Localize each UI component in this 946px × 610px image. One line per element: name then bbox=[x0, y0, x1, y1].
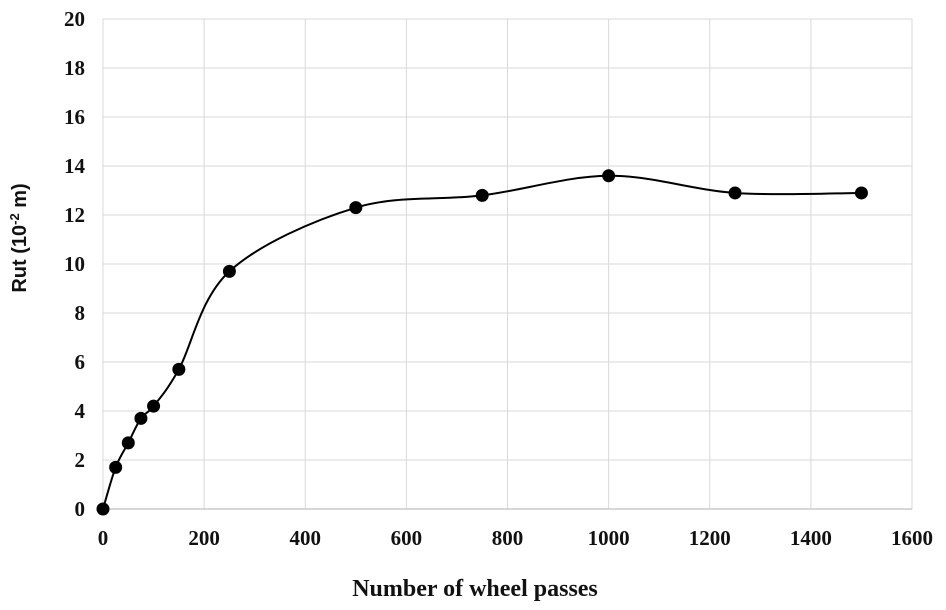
x-tick-label: 1000 bbox=[588, 526, 630, 550]
series-line-group bbox=[102, 174, 862, 510]
data-point bbox=[109, 460, 123, 474]
data-point bbox=[96, 502, 110, 516]
x-tick-label: 0 bbox=[98, 526, 109, 550]
x-tick-label: 400 bbox=[290, 526, 322, 550]
y-axis-title-unit: m) bbox=[9, 183, 31, 213]
axes bbox=[102, 19, 912, 510]
y-axis-title: Rut (10-2 m) bbox=[7, 183, 31, 292]
data-points bbox=[96, 169, 868, 516]
y-tick-label: 2 bbox=[75, 448, 86, 472]
series-line bbox=[102, 174, 862, 510]
x-tick-label: 1400 bbox=[790, 526, 832, 550]
data-point bbox=[854, 186, 868, 200]
data-point bbox=[349, 201, 363, 215]
data-point bbox=[475, 188, 489, 202]
x-tick-label: 600 bbox=[391, 526, 423, 550]
data-point bbox=[134, 411, 148, 425]
y-axis-title-main: Rut (10 bbox=[9, 225, 31, 293]
y-tick-label: 8 bbox=[75, 301, 86, 325]
data-point bbox=[222, 264, 236, 278]
data-point bbox=[172, 362, 186, 376]
y-tick-label: 10 bbox=[64, 252, 85, 276]
x-tick-labels: 0 200 400 600 800 1000 1200 1400 1600 bbox=[98, 526, 933, 550]
y-tick-labels: 0 2 4 6 8 10 12 14 16 18 20 bbox=[64, 7, 86, 521]
data-point bbox=[728, 186, 742, 200]
x-tick-label: 200 bbox=[188, 526, 220, 550]
y-tick-label: 20 bbox=[64, 7, 85, 31]
data-point bbox=[602, 169, 616, 183]
y-tick-label: 16 bbox=[64, 105, 85, 129]
data-point bbox=[121, 436, 135, 450]
y-tick-label: 18 bbox=[64, 56, 85, 80]
x-tick-label: 800 bbox=[492, 526, 524, 550]
y-tick-label: 6 bbox=[75, 350, 86, 374]
y-tick-label: 4 bbox=[75, 399, 86, 423]
x-tick-label: 1600 bbox=[891, 526, 933, 550]
y-tick-label: 12 bbox=[64, 203, 85, 227]
y-tick-label: 14 bbox=[64, 154, 86, 178]
y-tick-label: 0 bbox=[75, 497, 86, 521]
x-axis-title: Number of wheel passes bbox=[352, 576, 598, 602]
data-point bbox=[147, 399, 161, 413]
y-axis-title-exponent: -2 bbox=[7, 213, 22, 225]
x-tick-label: 1200 bbox=[689, 526, 731, 550]
grid bbox=[103, 18, 913, 509]
